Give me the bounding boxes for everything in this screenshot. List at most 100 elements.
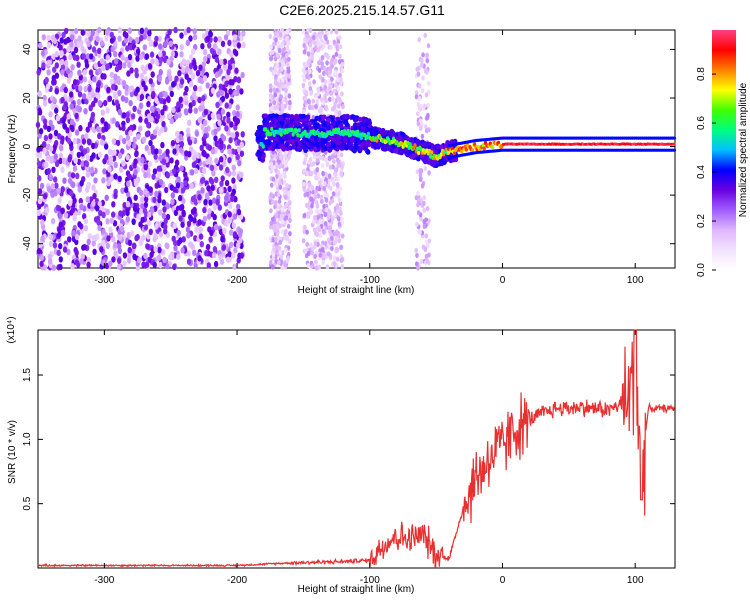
spectrogram-cell — [117, 243, 122, 250]
spectrogram-cell — [61, 31, 66, 39]
spectrogram-cell — [333, 58, 338, 64]
spectrogram-cell — [161, 212, 166, 219]
spectrogram-cell — [235, 110, 240, 118]
spectrogram-cell — [74, 129, 80, 136]
spectrogram-cell — [422, 141, 428, 147]
spectrogram-cell — [42, 147, 47, 154]
spectrogram-cell — [151, 173, 156, 180]
spectrogram-cell — [85, 53, 91, 60]
spectrogram-cell — [116, 263, 122, 271]
spectrogram-cell — [162, 104, 167, 112]
spectrogram-cell — [322, 138, 328, 144]
spectrogram-cell — [112, 91, 118, 99]
spectrogram-cell — [76, 98, 82, 106]
spectrogram-cell — [339, 210, 343, 216]
spectrogram-cell — [63, 212, 69, 219]
spectrogram-cell — [310, 162, 314, 168]
spectrogram-cell — [58, 44, 63, 51]
spectrogram-cell — [337, 216, 341, 222]
spectrogram-cell — [178, 215, 183, 222]
spectrogram-cell — [425, 58, 430, 64]
spectrogram-cell — [255, 135, 261, 141]
spectrogram-cell — [324, 157, 329, 163]
spectrogram-cell — [323, 85, 328, 91]
spectrogram-cell — [336, 86, 341, 92]
spectrogram-cell — [74, 112, 79, 120]
spectrogram-cell — [339, 172, 344, 178]
spectrogram-cell — [161, 152, 167, 159]
spectrogram-cell — [113, 241, 118, 249]
spectrogram-cell — [70, 263, 75, 270]
spectrogram-cell — [203, 132, 208, 140]
spectrogram-cell — [80, 45, 85, 52]
spectrogram-cell — [105, 218, 110, 225]
spectrogram-cell — [108, 160, 114, 167]
spectrogram-cell — [317, 60, 321, 66]
spectrogram-cell — [418, 176, 423, 182]
spectrogram-cell — [66, 68, 71, 75]
spectrogram-cell — [148, 139, 153, 147]
spectrogram-cell — [275, 217, 280, 223]
spectrogram-cell — [59, 37, 64, 44]
spectrogram-cell — [163, 91, 168, 98]
spectrogram-cell — [332, 158, 336, 164]
spectrogram-cell — [176, 229, 181, 237]
spectrogram-cell — [126, 70, 131, 77]
spectrogram-cell — [76, 138, 81, 145]
spectrogram-cell — [79, 180, 84, 187]
spectrogram-cell — [672, 148, 677, 152]
spectrogram-cell — [91, 46, 97, 53]
spectrogram-cell — [47, 253, 52, 260]
spectrogram-cell — [420, 62, 424, 68]
spectrogram-cell — [51, 166, 56, 173]
spectrogram-cell — [50, 191, 55, 198]
spectrogram-cell — [329, 116, 335, 122]
spectrogram-cell — [55, 114, 61, 122]
spectrogram-cell — [222, 63, 227, 70]
spectrogram-cell — [299, 113, 305, 120]
spectrogram-cell — [56, 187, 61, 195]
spectrogram-cell — [122, 137, 127, 145]
spectrogram-cell — [337, 232, 341, 238]
spectrogram-cell — [269, 259, 273, 265]
spectrogram-cell — [287, 105, 292, 111]
spectrogram-cell — [310, 104, 315, 111]
spectrogram-cell — [109, 37, 115, 44]
spectrogram-cell — [143, 262, 148, 269]
spectrogram-cell — [317, 171, 321, 177]
spectrogram-cell — [326, 141, 332, 147]
spectrogram-cell — [302, 228, 307, 235]
spectrogram-cell — [305, 114, 311, 120]
spectrogram-cell — [197, 255, 202, 262]
spectrogram-cell — [361, 122, 367, 128]
spectrogram-cell — [325, 161, 330, 167]
spectrogram-cell — [302, 160, 307, 166]
spectrogram-cell — [101, 259, 106, 266]
spectrogram-cell — [178, 204, 184, 211]
spectrogram-cell — [204, 250, 209, 257]
spectrogram-cell — [124, 32, 129, 39]
spectrogram-cell — [122, 202, 127, 209]
spectrogram-cell — [200, 43, 205, 50]
spectrogram-cell — [62, 246, 68, 253]
spectrogram-cell — [338, 186, 343, 192]
spectrogram-cell — [211, 197, 217, 204]
spectrogram-cell — [208, 199, 213, 206]
spectrogram-cell — [197, 194, 202, 201]
spectrogram-cell — [277, 245, 282, 251]
spectrogram-cell — [88, 105, 93, 112]
spectrogram-cell — [224, 194, 229, 202]
spectrogram-cell — [183, 95, 188, 102]
spectrogram-cell — [426, 80, 431, 86]
spectrogram-cell — [323, 79, 328, 85]
spectrogram-cell — [129, 230, 135, 237]
spectrogram-cell — [100, 109, 106, 116]
spectrogram-cell — [124, 89, 129, 96]
spectrogram-cell — [141, 80, 146, 88]
spectrogram-cell — [235, 153, 240, 161]
spectrogram-cell — [121, 112, 127, 119]
spectrogram-cell — [308, 42, 313, 49]
spectrogram-cell — [86, 30, 91, 37]
spectrogram-cell — [50, 124, 55, 131]
spectrogram-cell — [440, 148, 445, 154]
